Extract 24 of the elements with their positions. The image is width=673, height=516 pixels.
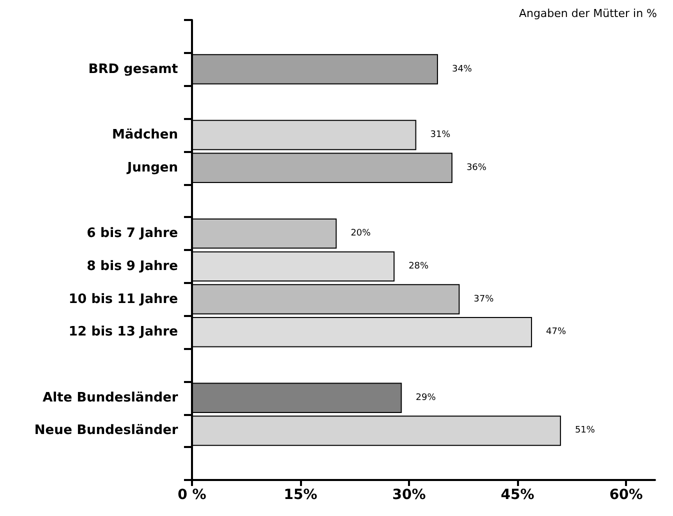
data-label: 51% — [574, 426, 596, 436]
y-tick-label: 10 bis 11 Jahre — [68, 292, 178, 307]
x-tick-label: 15% — [284, 487, 318, 503]
data-label: 37% — [474, 294, 494, 304]
y-tick-label: BRD gesamt — [88, 62, 178, 77]
y-tick-label: Alte Bundesländer — [42, 390, 179, 406]
x-tick-label: 60% — [609, 487, 643, 503]
y-tick-label: 6 bis 7 Jahre — [86, 226, 178, 242]
data-label: 20% — [350, 228, 372, 239]
data-label: 47% — [546, 327, 566, 338]
data-label: 28% — [408, 261, 430, 272]
y-tick-label: Jungen — [126, 160, 178, 176]
data-label: 29% — [416, 392, 436, 403]
y-tick-label: 12 bis 13 Jahre — [68, 324, 178, 340]
x-tick-label: 0 % — [178, 487, 206, 503]
data-label: 34% — [452, 64, 472, 74]
y-tick-label: Mädchen — [112, 128, 178, 142]
x-tick-label: 45% — [500, 487, 534, 503]
y-tick-label: 8 bis 9 Jahre — [86, 258, 178, 274]
y-tick-label: Neue Bundesländer — [34, 423, 179, 438]
data-label: 31% — [430, 130, 451, 140]
annotation: Angaben der Mütter in % — [518, 7, 658, 20]
data-label: 36% — [466, 162, 487, 173]
x-tick-label: 30% — [392, 487, 426, 503]
